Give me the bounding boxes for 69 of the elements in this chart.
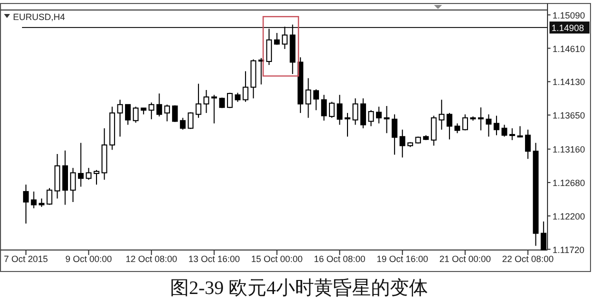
x-tick-label: 7 Oct 2015: [4, 254, 48, 264]
x-tick-label: 22 Oct 08:00: [502, 254, 554, 264]
ref-line-label: 1.14908: [552, 23, 584, 34]
candlestick: [86, 167, 92, 180]
candlestick: [180, 117, 186, 130]
candlestick: [486, 114, 492, 138]
candlestick: [344, 112, 350, 138]
candlestick: [502, 124, 508, 138]
y-tick-label: 1.14130: [552, 77, 586, 88]
candlestick: [478, 106, 484, 131]
x-tick-label: 16 Oct 08:00: [314, 254, 366, 264]
candlestick: [368, 110, 374, 127]
candlestick: [517, 126, 523, 138]
candlestick: [266, 28, 272, 66]
title: EURUSD,H4: [13, 12, 66, 22]
x-tick-label: 12 Oct 08:00: [126, 254, 178, 264]
candlestick: [94, 170, 100, 186]
candlestick: [462, 114, 468, 131]
candlestick: [525, 129, 531, 160]
x-tick-label: 15 Oct 00:00: [251, 254, 303, 264]
candlestick: [30, 191, 37, 209]
candlestick: [46, 188, 52, 206]
y-tick-label: 1.13650: [552, 110, 586, 121]
candlestick: [392, 114, 398, 156]
y-tick-label: 1.12200: [552, 211, 586, 222]
candlestick: [438, 99, 444, 130]
candlestick: [352, 98, 358, 126]
candlestick: [211, 94, 218, 124]
candlestick: [274, 32, 280, 46]
candlestick: [446, 112, 452, 140]
candlestick: [148, 102, 154, 120]
candlestick: [454, 122, 460, 134]
candlestick: [328, 101, 335, 118]
candlestick: [384, 106, 390, 134]
candlestick: [313, 88, 319, 111]
candlestick: [242, 70, 248, 102]
caption: 图2-39 欧元4小时黄昏星的变体: [170, 277, 428, 299]
y-tick-label: 1.13160: [552, 144, 586, 155]
candlestick: [234, 92, 241, 102]
y-tick-label: 1.11720: [552, 244, 584, 255]
candlestick: [188, 112, 194, 130]
candlestick: [282, 26, 288, 50]
y-tick-label: 1.12680: [552, 178, 586, 188]
candlestick: [78, 142, 84, 188]
candlestick: [376, 106, 382, 124]
candlestick: [430, 115, 437, 146]
candlestick: [203, 90, 210, 114]
y-tick-label: 1.15090: [552, 10, 586, 20]
x-tick-label: 13 Oct 16:00: [188, 254, 240, 264]
candlestick: [305, 78, 312, 118]
candlestick: [321, 94, 327, 122]
candlestick: [196, 83, 202, 118]
y-tick-label: 1.14610: [552, 44, 586, 54]
candlestick: [360, 98, 366, 129]
candlestick: [164, 104, 170, 122]
x-tick-label: 19 Oct 16:00: [376, 254, 428, 264]
candlestick: [125, 104, 131, 126]
candlestick: [156, 92, 162, 117]
candlestick: [132, 106, 139, 124]
candlestick: [336, 94, 343, 126]
candlestick: [23, 184, 29, 224]
candlestick: [117, 99, 123, 138]
candlestick: [494, 115, 500, 136]
candlestick: [70, 167, 76, 202]
candlestick: [400, 129, 406, 158]
candlestick: [509, 128, 516, 141]
x-tick-label: 21 Oct 00:00: [439, 254, 491, 264]
candlestick: [540, 220, 546, 250]
x-tick-label: 9 Oct 00:00: [65, 254, 112, 264]
